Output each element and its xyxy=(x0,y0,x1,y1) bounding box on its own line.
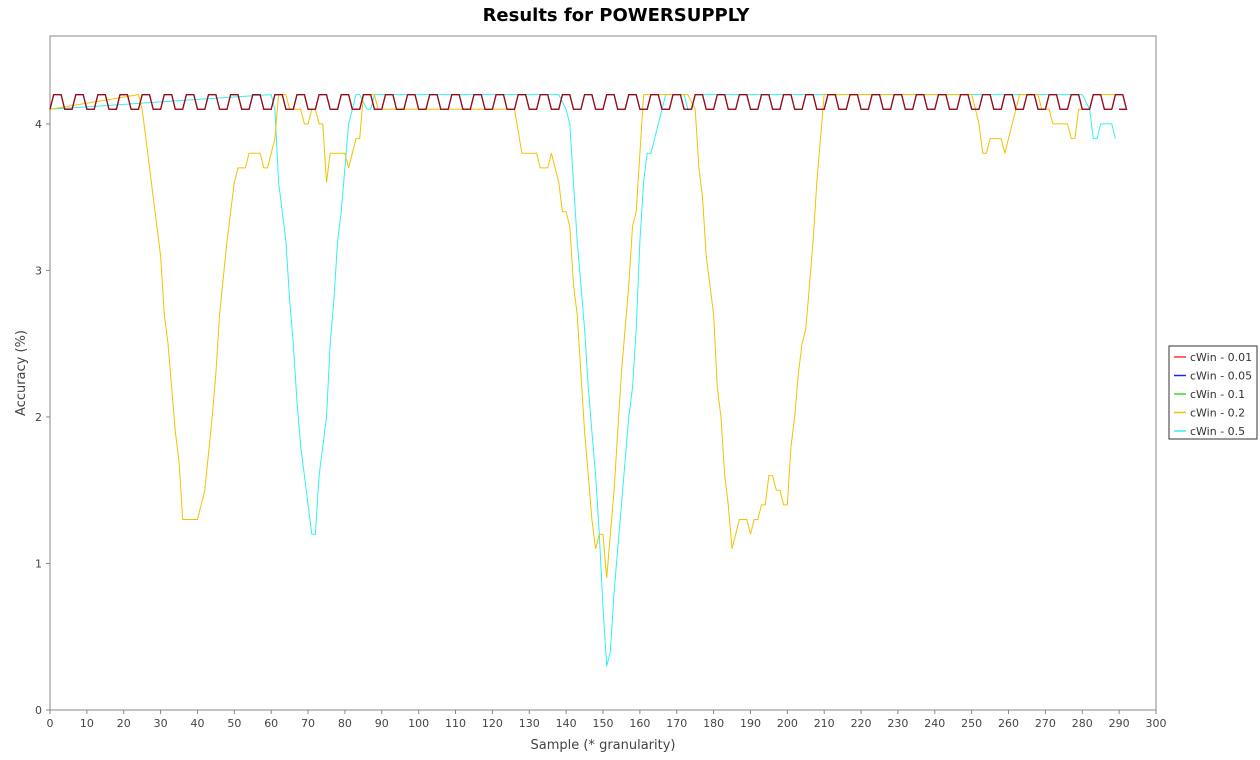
legend-item-label: cWin - 0.05 xyxy=(1190,370,1252,383)
x-tick-label: 0 xyxy=(47,717,54,730)
x-tick-label: 150 xyxy=(593,717,614,730)
x-tick-label: 290 xyxy=(1109,717,1130,730)
x-tick-label: 130 xyxy=(519,717,540,730)
y-axis: 0 1 2 3 4 xyxy=(35,118,50,717)
series-line-cwin-0-2 xyxy=(49,94,1120,579)
x-tick-label: 40 xyxy=(190,717,204,730)
x-tick-label: 90 xyxy=(375,717,389,730)
legend-item-label: cWin - 0.5 xyxy=(1190,425,1245,438)
x-axis: 0 10 20 30 40 50 60 70 80 90 100 110 120 130 140 150 160… xyxy=(47,710,1167,730)
x-tick-label: 270 xyxy=(1035,717,1056,730)
x-tick-label: 230 xyxy=(887,717,908,730)
x-tick-label: 170 xyxy=(666,717,687,730)
chart-title: Results for POWERSUPPLY xyxy=(483,5,751,26)
x-tick-label: 280 xyxy=(1072,717,1093,730)
x-tick-label: 50 xyxy=(227,717,241,730)
x-tick-label: 250 xyxy=(961,717,982,730)
y-axis-label: Accuracy (%) xyxy=(14,330,29,416)
x-tick-label: 190 xyxy=(740,717,761,730)
x-tick-label: 300 xyxy=(1146,717,1167,730)
y-tick-label: 0 xyxy=(35,704,42,717)
x-tick-label: 10 xyxy=(80,717,94,730)
x-tick-label: 100 xyxy=(408,717,429,730)
x-tick-label: 180 xyxy=(703,717,724,730)
x-tick-label: 140 xyxy=(556,717,577,730)
legend-item-label: cWin - 0.1 xyxy=(1190,388,1245,401)
x-tick-label: 120 xyxy=(482,717,503,730)
legend-box xyxy=(1168,345,1258,440)
x-tick-label: 20 xyxy=(117,717,131,730)
y-tick-label: 2 xyxy=(35,411,42,424)
x-axis-label: Sample (* granularity) xyxy=(530,738,675,753)
x-tick-label: 260 xyxy=(998,717,1019,730)
series-layer xyxy=(49,93,1128,667)
legend-item-label: cWin - 0.01 xyxy=(1190,351,1252,364)
x-tick-label: 110 xyxy=(445,717,466,730)
y-tick-label: 4 xyxy=(35,118,42,131)
y-tick-label: 1 xyxy=(35,557,42,570)
x-tick-label: 30 xyxy=(154,717,168,730)
series-overlap-line xyxy=(49,93,1128,110)
x-tick-label: 60 xyxy=(264,717,278,730)
legend-item-label: cWin - 0.2 xyxy=(1190,407,1245,420)
legend: cWin - 0.01 cWin - 0.05 cWin - 0.1 cWin - 0… xyxy=(1168,345,1258,440)
x-tick-label: 200 xyxy=(777,717,798,730)
x-tick-label: 240 xyxy=(924,717,945,730)
x-tick-label: 160 xyxy=(629,717,650,730)
y-tick-label: 3 xyxy=(35,264,42,277)
x-tick-label: 70 xyxy=(301,717,315,730)
x-tick-label: 80 xyxy=(338,717,352,730)
x-tick-label: 220 xyxy=(851,717,872,730)
x-tick-label: 210 xyxy=(814,717,835,730)
